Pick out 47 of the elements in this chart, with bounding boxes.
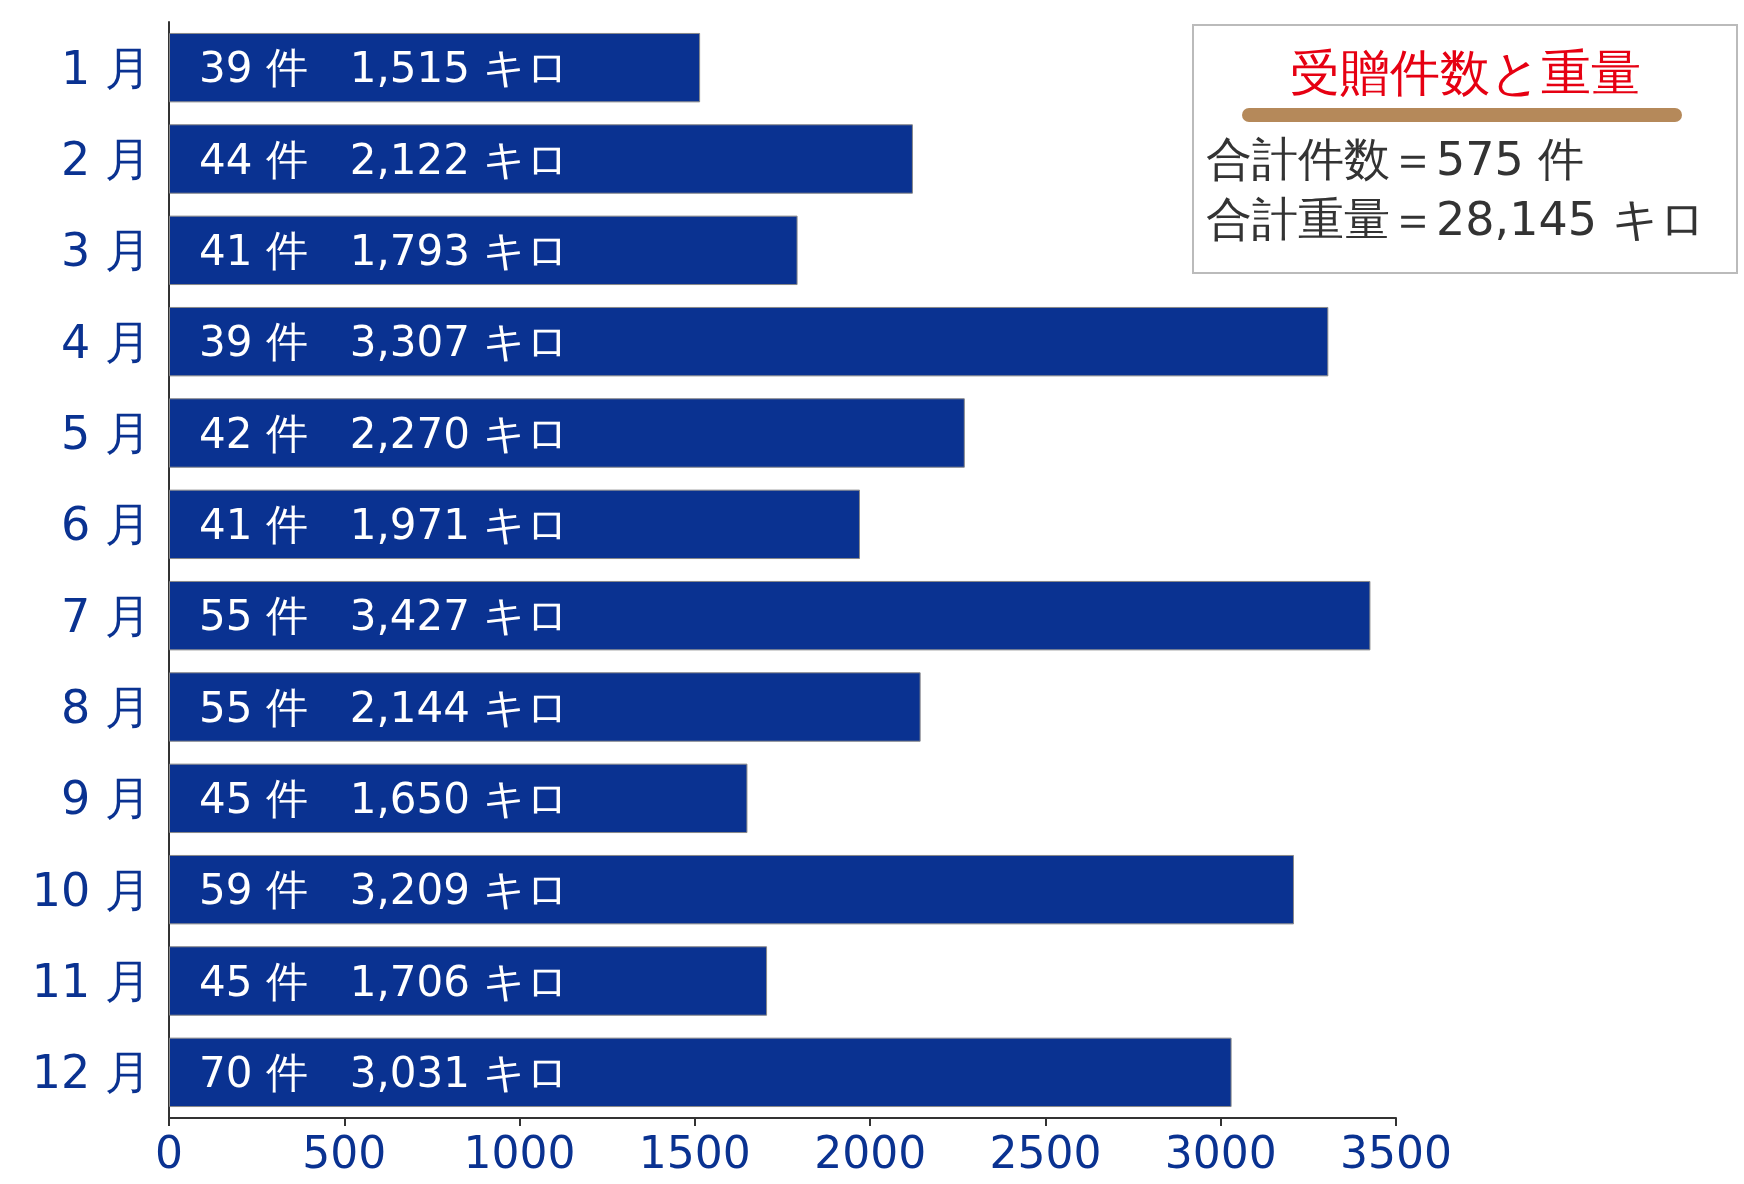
y-tick-label: 6 月 <box>61 497 151 552</box>
bar <box>169 672 921 742</box>
data-label: 45 件 1,650 キロ <box>199 773 570 823</box>
y-tick-label: 2 月 <box>61 132 151 186</box>
x-tick-label: 1500 <box>638 1126 751 1178</box>
annotation: 合計重量＝28,145 キロ <box>1206 191 1707 248</box>
y-tick-label: 1 月 <box>61 40 151 95</box>
data-label: 39 件 1,515 キロ <box>199 43 570 93</box>
data-label: 59 件 3,209 キロ <box>199 865 570 915</box>
bar <box>169 32 701 103</box>
y-tick-label: 4 月 <box>61 314 151 369</box>
y-tick-label: 8 月 <box>61 680 151 734</box>
bar <box>169 124 913 194</box>
data-label: 39 件 3,307 キロ <box>199 317 570 367</box>
y-tick-label: 11 月 <box>31 954 151 1008</box>
y-tick-label: 10 月 <box>31 862 151 917</box>
bar <box>169 306 1329 377</box>
x-tick-label: 3000 <box>1164 1126 1277 1178</box>
data-label: 70 件 3,031 キロ <box>199 1047 570 1097</box>
bar <box>169 854 1294 925</box>
y-tick-label: 7 月 <box>61 588 151 643</box>
x-tick-label: 1000 <box>463 1126 576 1178</box>
y-tick-label: 12 月 <box>31 1045 151 1100</box>
bar <box>169 215 798 286</box>
data-label: 45 件 1,706 キロ <box>199 956 570 1006</box>
bar <box>169 398 965 468</box>
data-label: 55 件 2,144 キロ <box>199 682 570 732</box>
data-label: 41 件 1,793 キロ <box>199 225 570 275</box>
bar <box>169 1037 1232 1108</box>
x-tick-label: 3500 <box>1340 1126 1452 1178</box>
bar <box>169 489 860 560</box>
data-label: 44 件 2,122 キロ <box>199 134 570 184</box>
y-tick-label: 9 月 <box>61 771 151 826</box>
bar <box>169 946 768 1016</box>
bar <box>169 763 748 834</box>
y-tick-label: 3 月 <box>61 223 151 278</box>
text: 受贈件数と重量 <box>1288 43 1642 104</box>
x-tick-label: 2500 <box>989 1126 1102 1178</box>
x-tick-label: 2000 <box>814 1126 927 1178</box>
annotation: 合計件数＝575 件 <box>1206 131 1586 188</box>
data-label: 55 件 3,427 キロ <box>199 591 570 641</box>
data-label: 42 件 2,270 キロ <box>199 408 570 458</box>
y-tick-label: 5 月 <box>61 406 151 460</box>
data-label: 41 件 1,971 キロ <box>199 499 570 549</box>
x-tick-label: 0 <box>155 1126 183 1178</box>
x-tick-label: 500 <box>302 1126 387 1178</box>
bar <box>169 580 1371 651</box>
